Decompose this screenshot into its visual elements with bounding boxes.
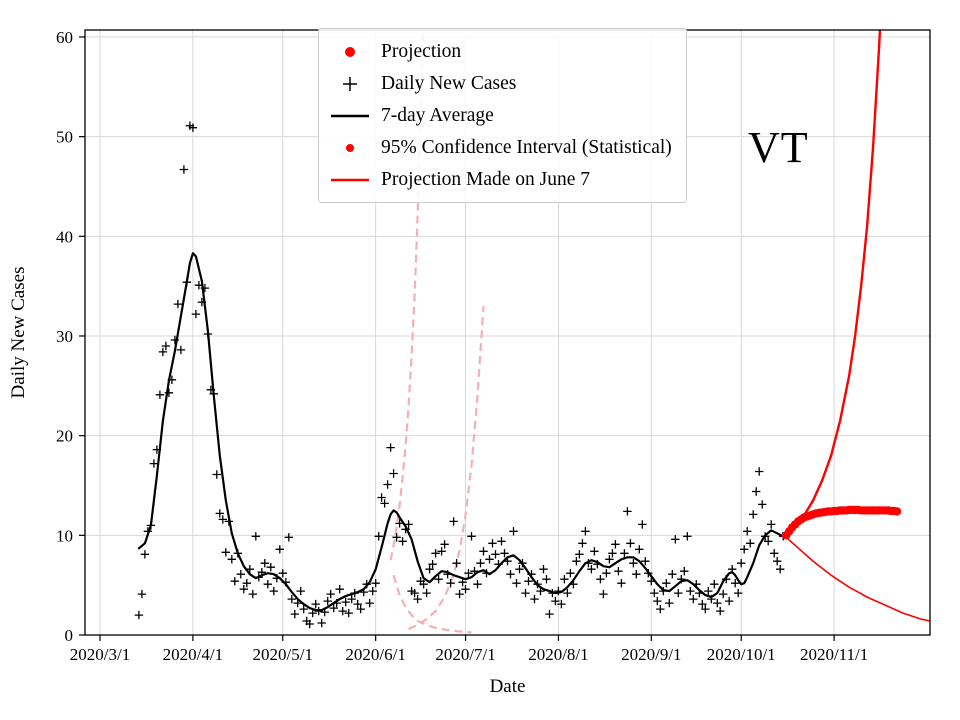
x-tick-label: 2020/9/1 bbox=[621, 645, 681, 664]
confidence-interval-line bbox=[785, 536, 930, 622]
y-axis-label: Daily New Cases bbox=[8, 267, 29, 399]
legend-item: Projection Made on June 7 bbox=[327, 165, 672, 194]
x-axis-label: Date bbox=[490, 676, 526, 697]
line-marker-icon bbox=[331, 114, 369, 117]
x-tick-label: 2020/6/1 bbox=[345, 645, 405, 664]
dot-marker-icon bbox=[346, 143, 354, 152]
plus-marker-icon bbox=[343, 76, 357, 91]
chart-legend: Projection Daily New Cases 7-day Average 95… bbox=[318, 28, 687, 203]
x-tick-label: 2020/8/1 bbox=[528, 645, 588, 664]
line-marker-icon bbox=[331, 178, 369, 181]
x-tick-label: 2020/4/1 bbox=[163, 645, 223, 664]
x-tick-label: 2020/10/1 bbox=[707, 645, 776, 664]
y-tick-label: 20 bbox=[56, 427, 73, 446]
axes-ticks: 2020/3/1 2020/4/1 2020/5/1 2020/6/1 2020/7/1… bbox=[56, 28, 868, 664]
x-tick-label: 2020/7/1 bbox=[435, 645, 495, 664]
x-tick-label: 2020/5/1 bbox=[253, 645, 313, 664]
dot-marker-icon bbox=[345, 46, 355, 57]
legend-item: Projection bbox=[327, 37, 672, 66]
y-tick-label: 40 bbox=[56, 227, 73, 246]
daily-cases-markers bbox=[134, 121, 791, 629]
legend-label: Projection Made on June 7 bbox=[381, 168, 591, 190]
projection-dots bbox=[782, 505, 902, 540]
y-tick-label: 0 bbox=[65, 626, 74, 645]
legend-label: Daily New Cases bbox=[381, 72, 517, 94]
legend-label: Projection bbox=[381, 40, 462, 62]
legend-item: 7-day Average bbox=[327, 101, 672, 130]
x-tick-label: 2020/11/1 bbox=[800, 645, 868, 664]
legend-item: 95% Confidence Interval (Statistical) bbox=[327, 133, 672, 162]
old-projection-line bbox=[389, 30, 425, 561]
plot-area bbox=[134, 30, 930, 634]
legend-label: 7-day Average bbox=[381, 104, 494, 126]
state-annotation: VT bbox=[748, 123, 809, 172]
y-tick-label: 60 bbox=[56, 28, 73, 47]
y-tick-label: 10 bbox=[56, 526, 73, 545]
x-tick-label: 2020/3/1 bbox=[70, 645, 130, 664]
legend-item: Daily New Cases bbox=[327, 69, 672, 98]
old-projection-line bbox=[392, 574, 472, 634]
seven-day-average-line bbox=[137, 252, 788, 612]
y-tick-label: 50 bbox=[56, 128, 73, 147]
legend-label: 95% Confidence Interval (Statistical) bbox=[381, 136, 672, 158]
y-tick-label: 30 bbox=[56, 327, 73, 346]
